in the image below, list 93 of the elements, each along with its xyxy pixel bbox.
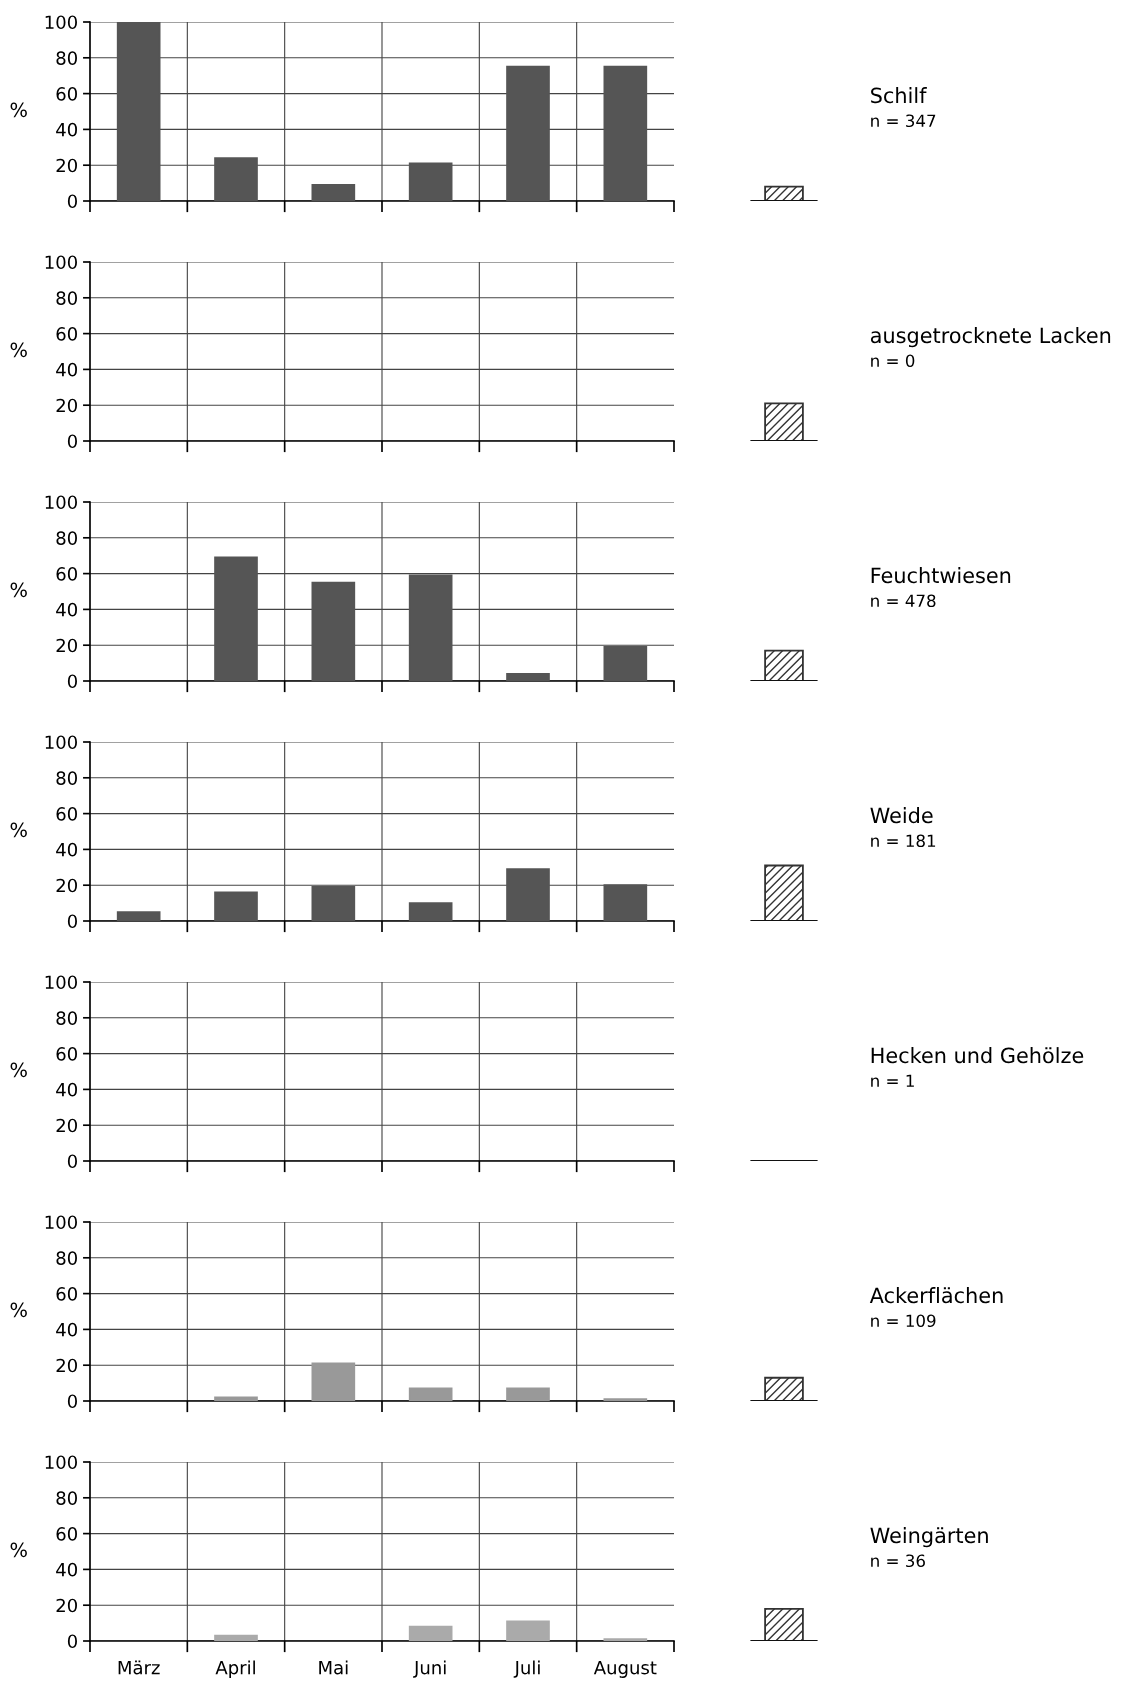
y-tick-label: 100 (45, 1455, 77, 1470)
bar (506, 672, 550, 681)
y-tick-label: 80 (56, 51, 77, 65)
x-tick-label: April (215, 1660, 255, 1678)
y-tick-label: 20 (56, 1358, 77, 1373)
y-axis-title: % (10, 342, 27, 358)
y-tick-label: 60 (56, 1527, 77, 1541)
y-tick-label: 100 (45, 975, 77, 990)
text: n = 1 (871, 1074, 914, 1087)
text: n = 478 (871, 594, 936, 608)
text: n = 347 (871, 114, 936, 128)
text: Schilf (871, 87, 927, 104)
y-tick-label: 80 (56, 531, 77, 545)
x-tick-label: Juli (513, 1660, 540, 1678)
y-tick-label: 60 (56, 807, 77, 821)
y-tick-label: 60 (56, 1047, 77, 1061)
y-tick-label: 0 (67, 674, 77, 689)
y-tick-label: 100 (45, 735, 77, 750)
bar (603, 646, 648, 681)
y-tick-label: 0 (67, 914, 77, 929)
bar (408, 574, 453, 681)
bar (408, 902, 453, 921)
text: Weide (870, 807, 933, 824)
y-tick-label: 0 (67, 1394, 77, 1409)
bar (506, 868, 550, 921)
y-tick-label: 20 (56, 158, 77, 173)
y-tick-label: 60 (56, 87, 77, 101)
y-tick-label: 0 (67, 1634, 77, 1649)
text: n = 0 (871, 354, 915, 368)
y-tick-label: 40 (56, 1322, 77, 1337)
bar (311, 183, 356, 201)
bar (214, 1396, 258, 1401)
y-tick-label: 20 (56, 638, 77, 653)
y-tick-label: 60 (56, 1287, 77, 1301)
y-tick-label: 100 (45, 1215, 77, 1230)
y-tick-label: 80 (56, 771, 77, 785)
y-tick-label: 20 (56, 1598, 77, 1613)
y-tick-label: 40 (56, 842, 77, 857)
bar (506, 1387, 550, 1401)
y-tick-label: 60 (56, 327, 77, 341)
y-tick-label: 80 (56, 1251, 77, 1265)
bar (311, 1362, 356, 1401)
y-axis-title: % (10, 1302, 27, 1318)
y-tick-label: 40 (56, 602, 77, 617)
bar (214, 891, 258, 921)
y-tick-label: 40 (56, 1082, 77, 1097)
x-tick-label: Juni (413, 1660, 446, 1678)
y-tick-label: 20 (56, 1118, 77, 1133)
bar (214, 157, 258, 201)
text: Hecken und Gehölze (871, 1047, 1084, 1064)
text: Ackerflächen (869, 1287, 1003, 1304)
y-tick-label: 80 (56, 1011, 77, 1025)
y-tick-label: 40 (56, 1562, 77, 1577)
bar (603, 65, 648, 201)
bar (116, 22, 161, 201)
y-axis-title: % (10, 582, 27, 598)
bar (311, 581, 356, 681)
text: Weingärten (870, 1527, 988, 1548)
bar (116, 911, 161, 921)
y-tick-label: 100 (45, 255, 77, 270)
bar (408, 1387, 453, 1401)
y-tick-label: 80 (56, 291, 77, 305)
y-tick-label: 100 (45, 15, 77, 30)
y-axis-title: % (10, 102, 27, 118)
y-tick-label: 60 (56, 567, 77, 581)
text: n = 36 (871, 1554, 925, 1568)
bar (408, 1625, 453, 1641)
y-tick-label: 20 (56, 398, 77, 413)
bar (214, 556, 258, 681)
text: ausgetrocknete Lacken (870, 327, 1111, 348)
y-tick-label: 100 (45, 495, 77, 510)
bar (506, 1620, 550, 1641)
x-tick-label: August (593, 1661, 657, 1678)
x-tick-label: Mai (319, 1660, 348, 1675)
bar (214, 1634, 258, 1641)
text: n = 109 (871, 1314, 936, 1328)
y-tick-label: 40 (56, 122, 77, 137)
y-tick-label: 80 (56, 1491, 77, 1505)
text: Feuchtwiesen (871, 567, 1011, 584)
text: n = 181 (871, 834, 936, 848)
y-tick-label: 0 (67, 1154, 77, 1169)
y-tick-label: 20 (56, 878, 77, 893)
x-tick-label: März (118, 1660, 160, 1675)
bar (506, 65, 550, 201)
bar (603, 884, 648, 921)
y-tick-label: 0 (67, 434, 77, 449)
y-axis-title: % (10, 1062, 27, 1078)
y-axis-title: % (10, 1542, 27, 1558)
bar (408, 162, 453, 201)
bar (311, 886, 356, 921)
y-tick-label: 0 (67, 194, 77, 209)
y-tick-label: 40 (56, 362, 77, 377)
y-axis-title: % (10, 822, 27, 838)
